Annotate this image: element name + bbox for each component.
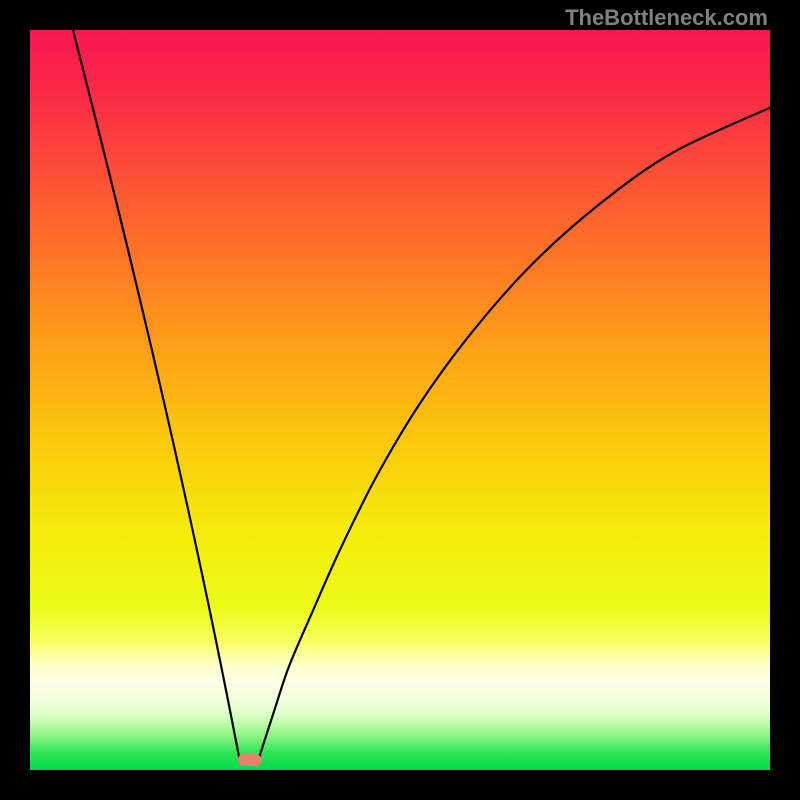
plot-area xyxy=(30,30,770,770)
dip-marker xyxy=(238,754,261,766)
watermark-text: TheBottleneck.com xyxy=(565,5,768,31)
bottleneck-curve xyxy=(30,30,770,770)
